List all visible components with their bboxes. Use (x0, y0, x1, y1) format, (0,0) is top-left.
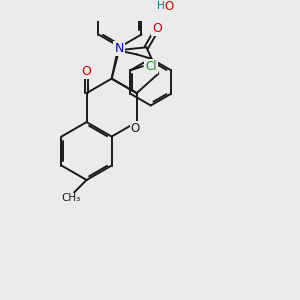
Text: H: H (158, 1, 165, 10)
Text: O: O (152, 22, 162, 35)
Text: O: O (131, 122, 140, 135)
Text: Cl: Cl (145, 60, 157, 73)
Text: CH₃: CH₃ (62, 194, 81, 203)
Text: O: O (82, 65, 92, 78)
Text: O: O (165, 0, 174, 14)
Text: N: N (114, 42, 124, 56)
